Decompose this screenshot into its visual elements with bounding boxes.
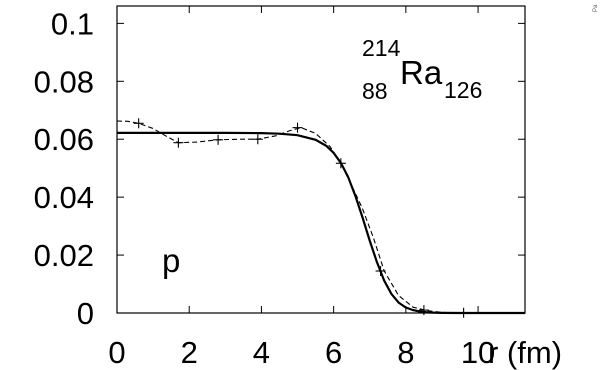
- plot-border: [116, 5, 526, 314]
- y-tick-label: 0.06: [34, 122, 94, 157]
- nucleus-symbol: Ra: [400, 54, 443, 91]
- plus-marker: [252, 134, 263, 145]
- y-tick-label: 0.08: [34, 64, 94, 99]
- plus-marker: [335, 158, 346, 169]
- plot-frame: [116, 5, 526, 314]
- y-tick-label: 0.04: [34, 180, 94, 215]
- plus-marker: [292, 122, 303, 133]
- corner-text: Pa: [593, 4, 599, 12]
- y-tick-label: 0.02: [34, 238, 94, 273]
- x-axis-unit-label: r (fm): [488, 335, 562, 370]
- plus-marker: [213, 134, 224, 145]
- series-solid-line: [117, 131, 525, 315]
- x-tick-label: 2: [181, 335, 198, 370]
- series-dashed-line: [116, 120, 525, 314]
- x-axis-ticks: 0 2 4 6 8 10: [108, 6, 495, 370]
- y-tick-label: 0.1: [51, 6, 94, 41]
- plus-marker: [375, 266, 386, 277]
- particle-label: p: [162, 242, 180, 279]
- marker-layer: [133, 118, 469, 318]
- x-tick-label: 4: [253, 335, 270, 370]
- y-axis-ticks: 0 0.02 0.04 0.06 0.08 0.1: [34, 6, 525, 331]
- x-tick-label: 6: [325, 335, 342, 370]
- nucleus-charge-number: 88: [362, 78, 388, 104]
- plus-marker: [173, 137, 184, 148]
- nucleus-mass-number: 214: [362, 35, 401, 61]
- nucleus-neutron-number: 126: [444, 77, 482, 103]
- x-tick-label: 0: [108, 335, 125, 370]
- plus-marker: [418, 305, 429, 316]
- plus-marker: [133, 118, 144, 129]
- x-tick-label: 8: [397, 335, 414, 370]
- x-tick-label: 10: [461, 335, 495, 370]
- series-layer: [116, 120, 525, 315]
- y-tick-label: 0: [77, 296, 94, 331]
- plus-marker: [458, 307, 469, 318]
